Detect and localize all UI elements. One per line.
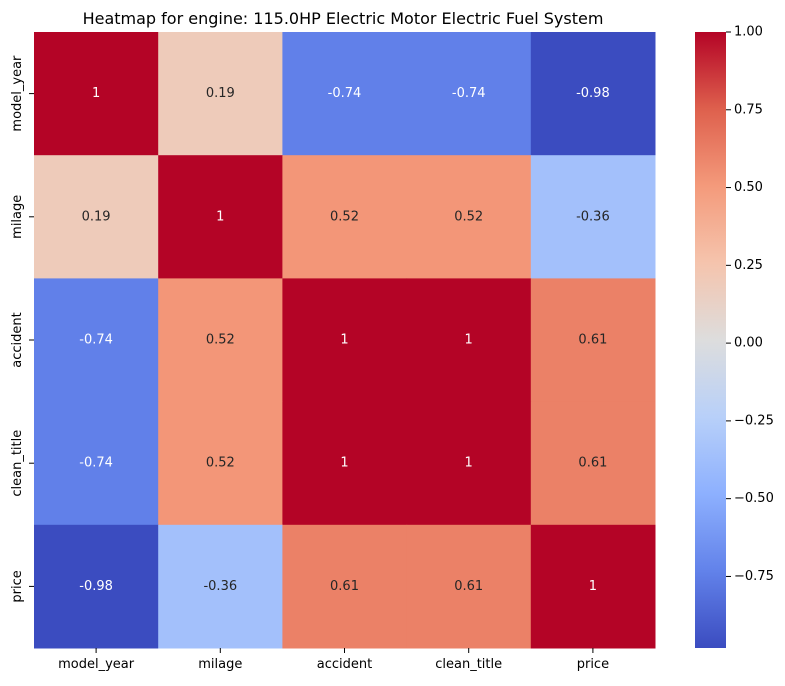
heatmap-annotation-3-3: 1 <box>465 456 473 471</box>
heatmap-cell-3-0 <box>34 401 159 526</box>
heatmap-cell-4-0 <box>34 524 159 649</box>
heatmap-annotation-2-2: 1 <box>340 333 348 348</box>
heatmap-annotation-4-2: 0.61 <box>330 579 359 594</box>
y-tick-label-clean_title: clean_title <box>10 430 25 497</box>
heatmap-annotation-0-1: 0.19 <box>206 86 235 101</box>
heatmap-cell-1-1 <box>158 155 283 279</box>
x-axis: model_year milage accident clean_title price <box>58 648 609 672</box>
heatmap-annotation-0-0: 1 <box>92 86 100 101</box>
heatmap-cell-3-1 <box>158 401 283 526</box>
colorbar-tick-label-5: −0.25 <box>734 413 774 428</box>
heatmap-cell-3-2 <box>282 401 408 526</box>
heatmap-cell-0-0 <box>34 32 159 156</box>
heatmap-cell-1-2 <box>282 155 408 279</box>
colorbar-tick-label-0: 1.00 <box>734 25 763 40</box>
heatmap-annotation-0-4: -0.98 <box>576 86 610 101</box>
y-tick-label-milage: milage <box>10 195 25 239</box>
colorbar: 1.00 0.75 0.50 0.25 0.00 −0.25 −0.50 −0.75 <box>695 25 774 648</box>
colorbar-tick-label-3: 0.25 <box>734 258 763 273</box>
heatmap-annotation-4-4: 1 <box>589 579 597 594</box>
heatmap-cell-1-4 <box>530 155 656 279</box>
heatmap-annotation-3-4: 0.61 <box>578 456 607 471</box>
heatmap-annotation-1-2: 0.52 <box>330 209 359 224</box>
y-tick-label-model_year: model_year <box>10 55 25 132</box>
heatmap-annotation-1-1: 1 <box>216 209 224 224</box>
heatmap-cell-3-4 <box>530 401 656 526</box>
chart-title: Heatmap for engine: 115.0HP Electric Mot… <box>83 9 604 28</box>
heatmap-cell-1-0 <box>34 155 159 279</box>
colorbar-tick-label-6: −0.50 <box>734 491 774 506</box>
heatmap-annotation-3-1: 0.52 <box>206 456 235 471</box>
heatmap-annotation-2-4: 0.61 <box>578 333 607 348</box>
heatmap-cell-0-4 <box>530 32 656 156</box>
colorbar-tick-label-7: −0.75 <box>734 569 774 584</box>
heatmap-annotation-1-0: 0.19 <box>82 209 111 224</box>
heatmap-annotation-1-4: -0.36 <box>576 209 610 224</box>
heatmap-cell-1-3 <box>406 155 532 279</box>
heatmap-annotation-3-2: 1 <box>340 456 348 471</box>
heatmap-annotation-1-3: 0.52 <box>454 209 483 224</box>
colorbar-gradient <box>695 32 726 648</box>
x-tick-label-clean_title: clean_title <box>435 657 502 672</box>
x-tick-label-price: price <box>577 657 609 672</box>
heatmap-cell-2-4 <box>530 278 656 403</box>
heatmap-cell-4-4 <box>530 524 656 649</box>
heatmap-cell-2-3 <box>406 278 532 403</box>
heatmap-annotation-4-1: -0.36 <box>203 579 237 594</box>
heatmap-cell-2-2 <box>282 278 408 403</box>
heatmap-cell-0-2 <box>282 32 408 156</box>
colorbar-tick-label-1: 0.75 <box>734 102 763 117</box>
heatmap-annotation-2-3: 1 <box>465 333 473 348</box>
colorbar-tick-label-4: 0.00 <box>734 336 763 351</box>
y-tick-label-accident: accident <box>10 312 25 367</box>
heatmap-cell-2-1 <box>158 278 283 403</box>
heatmap-annotation-4-0: -0.98 <box>79 579 113 594</box>
heatmap-cell-3-3 <box>406 401 532 526</box>
heatmap-cell-0-3 <box>406 32 532 156</box>
colorbar-tick-label-2: 0.50 <box>734 180 763 195</box>
heatmap-cell-0-1 <box>158 32 283 156</box>
x-tick-label-milage: milage <box>198 657 242 672</box>
heatmap-annotation-3-0: -0.74 <box>79 456 113 471</box>
x-tick-label-model_year: model_year <box>58 657 135 672</box>
x-tick-label-accident: accident <box>317 657 372 672</box>
heatmap-annotation-0-2: -0.74 <box>328 86 362 101</box>
heatmap-annotation-0-3: -0.74 <box>452 86 486 101</box>
heatmap-cells <box>34 32 656 649</box>
heatmap-annotation-4-3: 0.61 <box>454 579 483 594</box>
heatmap-cell-4-1 <box>158 524 283 649</box>
heatmap-cell-4-2 <box>282 524 408 649</box>
heatmap-annotation-2-0: -0.74 <box>79 333 113 348</box>
heatmap-cell-4-3 <box>406 524 532 649</box>
heatmap-annotation-2-1: 0.52 <box>206 333 235 348</box>
heatmap-cell-2-0 <box>34 278 159 403</box>
y-tick-label-price: price <box>10 570 25 602</box>
heatmap-annotations: 1 0.19 -0.74 -0.74 -0.98 0.19 1 0.52 0.52 -0.36 -0… <box>79 86 609 594</box>
